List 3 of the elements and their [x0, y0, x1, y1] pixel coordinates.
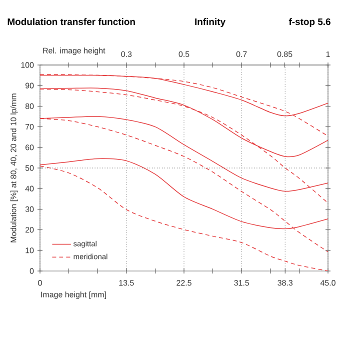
- chart-subtitle: Infinity: [195, 18, 226, 27]
- chart-title: Modulation transfer function: [8, 18, 135, 26]
- text: f-stop 5.6: [288, 18, 330, 27]
